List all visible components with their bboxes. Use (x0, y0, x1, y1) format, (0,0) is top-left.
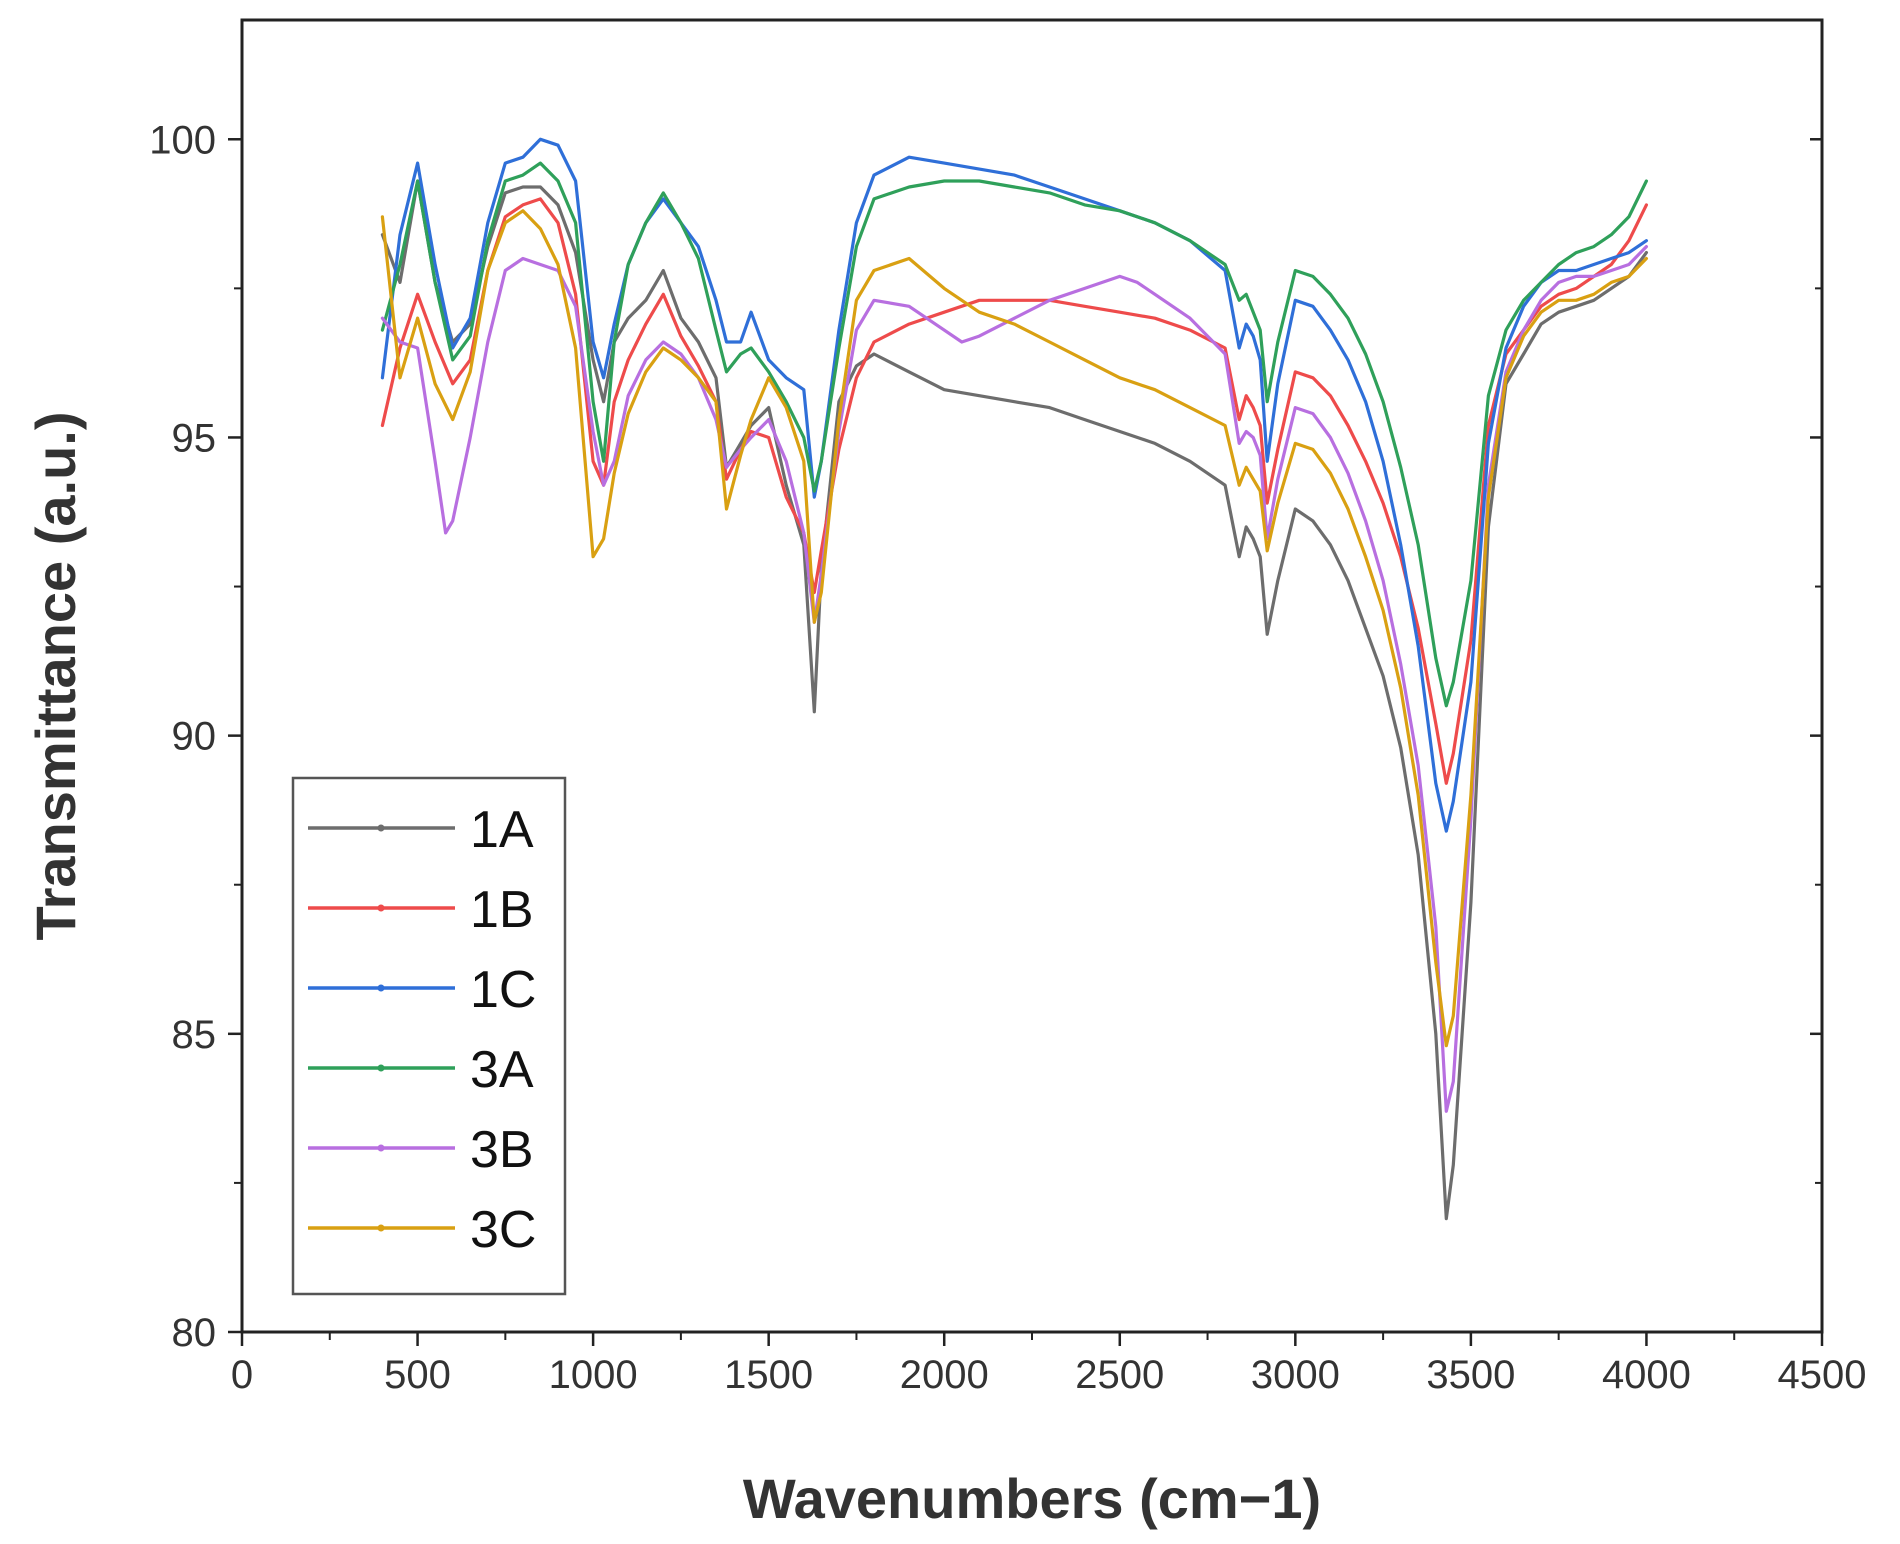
legend-label-3c: 3C (470, 1201, 536, 1259)
legend-label-1c: 1C (470, 961, 536, 1019)
x-axis-title: Wavenumbers (cm−1) (743, 1467, 1321, 1530)
legend-marker-1b (377, 904, 385, 912)
legend-marker-3c (377, 1224, 385, 1232)
legend-label-1b: 1B (470, 881, 534, 939)
legend-box (291, 776, 567, 1296)
legend: 1A 1B 1C 3A 3B 3C (291, 776, 567, 1296)
series-line-3b (380, 245, 1649, 1113)
x-tick-label: 1500 (724, 1353, 813, 1397)
series-line-3a (380, 161, 1649, 708)
tick-labels: 0 500 1000 1500 2000 2500 3000 3500 4000 4500 80 85… (149, 118, 1866, 1397)
x-tick-label: 500 (384, 1353, 451, 1397)
y-tick-label: 85 (172, 1013, 217, 1057)
y-tick-label: 95 (172, 416, 217, 460)
x-tick-label: 1000 (549, 1353, 638, 1397)
y-axis-title: Transmittance (a.u.) (24, 411, 87, 940)
legend-marker-3a (377, 1064, 385, 1072)
x-tick-label: 2000 (900, 1353, 989, 1397)
x-tick-label: 4000 (1602, 1353, 1691, 1397)
legend-marker-1a (377, 824, 385, 832)
legend-marker-3b (377, 1144, 385, 1152)
series-lines (380, 137, 1649, 1221)
x-tick-label: 4500 (1778, 1353, 1867, 1397)
y-tick-label: 90 (172, 715, 217, 759)
plot-frame (240, 18, 1824, 1334)
y-tick-label: 80 (172, 1311, 217, 1355)
legend-marker-1c (377, 984, 385, 992)
legend-label-1a: 1A (470, 801, 534, 859)
legend-label-3a: 3A (470, 1041, 534, 1099)
y-tick-label: 100 (149, 118, 216, 162)
legend-label-3b: 3B (470, 1121, 534, 1179)
x-tick-label: 3500 (1426, 1353, 1515, 1397)
series-line-1c (380, 137, 1649, 833)
x-tick-label: 2500 (1075, 1353, 1164, 1397)
x-tick-label: 3000 (1251, 1353, 1340, 1397)
x-tick-label: 0 (231, 1353, 253, 1397)
series-line-3c (380, 209, 1649, 1048)
